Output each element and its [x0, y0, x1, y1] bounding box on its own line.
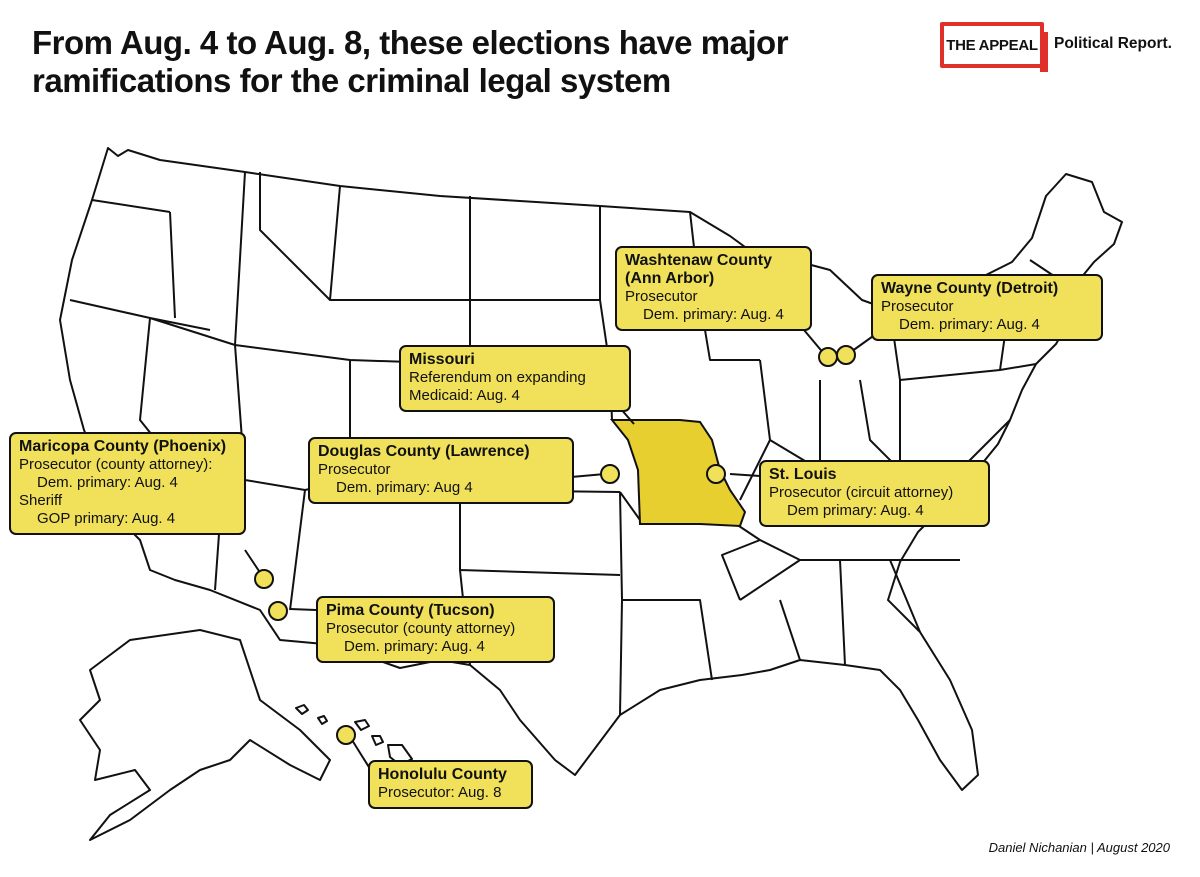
missouri-state [609, 419, 747, 528]
washtenaw-date: Dem. primary: Aug. 4 [643, 306, 784, 323]
callout-washtenaw: Washtenaw County (Ann Arbor) Prosecutor … [615, 246, 812, 331]
honolulu-name: Honolulu County [378, 766, 507, 783]
honolulu-office: Prosecutor: Aug. 8 [378, 784, 502, 801]
wayne-date: Dem. primary: Aug. 4 [899, 316, 1040, 333]
marker-washtenaw [818, 347, 838, 367]
marker-douglas [600, 464, 620, 484]
alaska-outline [79, 629, 331, 841]
pima-office: Prosecutor (county attorney) [326, 620, 516, 637]
wayne-name: Wayne County (Detroit) [881, 280, 1059, 297]
hawaii-islands [295, 704, 413, 766]
marker-pima [268, 601, 288, 621]
callout-maricopa: Maricopa County (Phoenix) Prosecutor (co… [9, 432, 246, 535]
marker-maricopa [254, 569, 274, 589]
maricopa-office2: Sheriff [19, 492, 63, 509]
douglas-office: Prosecutor [318, 461, 391, 478]
stlouis-date: Dem primary: Aug. 4 [787, 502, 924, 519]
maricopa-office1: Prosecutor (county attorney): [19, 456, 213, 473]
missouri-line2: Medicaid: Aug. 4 [409, 387, 520, 404]
author-credit: Daniel Nichanian | August 2020 [988, 840, 1170, 855]
pima-name: Pima County (Tucson) [326, 602, 495, 619]
maricopa-date2: GOP primary: Aug. 4 [37, 510, 176, 527]
marker-stlouis [706, 464, 726, 484]
callout-wayne: Wayne County (Detroit) Prosecutor Dem. p… [871, 274, 1103, 341]
us-outline [59, 147, 1123, 791]
stlouis-office: Prosecutor (circuit attorney) [769, 484, 954, 501]
brand-name: THE APPEAL [946, 36, 1038, 54]
callout-missouri: Missouri Referendum on expanding Medicai… [399, 345, 631, 412]
missouri-name: Missouri [409, 351, 475, 368]
pima-date: Dem. primary: Aug. 4 [344, 638, 485, 655]
washtenaw-name: Washtenaw County (Ann Arbor) [625, 252, 772, 287]
map-title: From Aug. 4 to Aug. 8, these elections h… [32, 24, 789, 99]
callout-pima: Pima County (Tucson) Prosecutor (county … [316, 596, 555, 663]
douglas-name: Douglas County (Lawrence) [318, 443, 530, 460]
brand-subtitle: Political Report. [1054, 35, 1172, 52]
douglas-date: Dem. primary: Aug 4 [336, 479, 473, 496]
washtenaw-office: Prosecutor [625, 288, 698, 305]
maricopa-date1: Dem. primary: Aug. 4 [37, 474, 178, 491]
wayne-office: Prosecutor [881, 298, 954, 315]
callout-stlouis: St. Louis Prosecutor (circuit attorney) … [759, 460, 990, 527]
missouri-line1: Referendum on expanding [409, 369, 586, 386]
callout-honolulu: Honolulu County Prosecutor: Aug. 8 [368, 760, 533, 809]
callout-douglas: Douglas County (Lawrence) Prosecutor Dem… [308, 437, 574, 504]
stlouis-name: St. Louis [769, 466, 837, 483]
marker-wayne [836, 345, 856, 365]
marker-honolulu [336, 725, 356, 745]
brand-logo: THE APPEAL Political Report. [940, 22, 1180, 72]
the-appeal-logo: THE APPEAL [940, 22, 1048, 72]
maricopa-name: Maricopa County (Phoenix) [19, 438, 227, 455]
